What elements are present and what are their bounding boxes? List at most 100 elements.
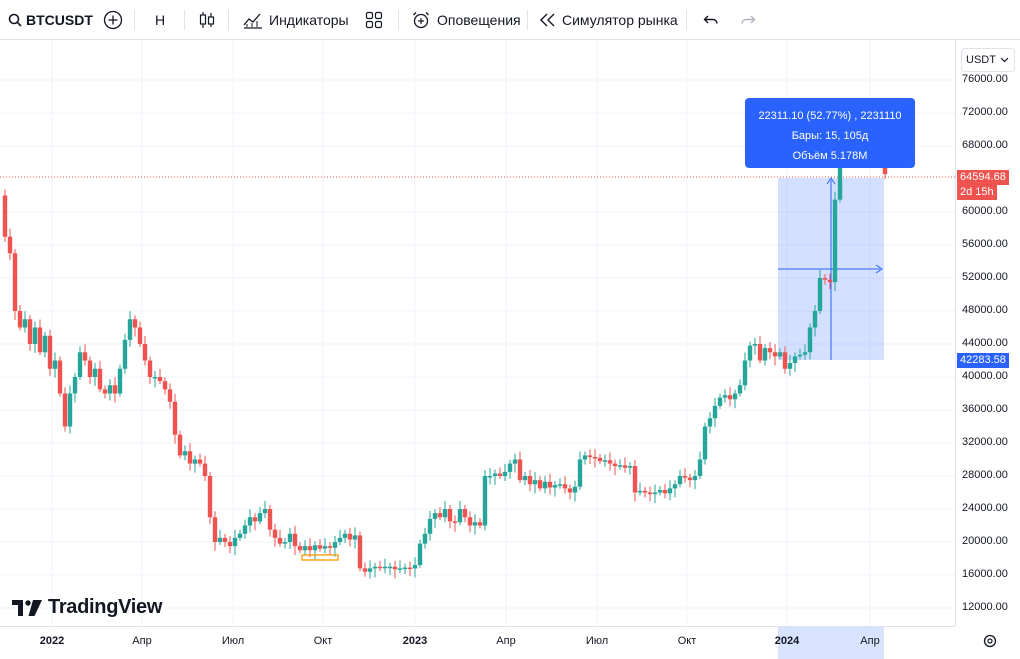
time-tick-label: Июл	[221, 635, 245, 647]
candle-down	[112, 385, 118, 394]
measure-arrow-right	[875, 264, 883, 274]
price-axis[interactable]	[955, 40, 1020, 626]
price-tick-label: 16000.00	[962, 568, 1008, 580]
undo-icon	[703, 15, 718, 24]
candle-up	[712, 405, 718, 419]
candle-up	[657, 490, 663, 493]
settings-button[interactable]	[982, 633, 998, 654]
candle-up	[557, 484, 563, 486]
countdown-badge: 2d 15h	[957, 185, 997, 200]
chart-type-button[interactable]	[198, 0, 216, 40]
symbol-label: BTCUSDT	[26, 12, 93, 28]
candle-up	[837, 146, 843, 200]
candle-up	[577, 459, 583, 487]
symbol-search[interactable]: BTCUSDT	[8, 0, 93, 40]
last-price-badge: 64594.68	[957, 170, 1009, 185]
time-tick-label: 2024	[774, 635, 800, 647]
candle-up	[542, 481, 548, 489]
price-tick-label: 32000.00	[962, 436, 1008, 448]
currency-select[interactable]: USDT	[961, 48, 1015, 72]
candle-down	[87, 360, 93, 377]
undo-button[interactable]	[703, 0, 719, 40]
candle-up	[637, 490, 643, 493]
candle-down	[317, 545, 323, 549]
candle-down	[497, 473, 503, 476]
candle-down	[97, 368, 103, 390]
candle-down	[137, 327, 143, 344]
candle-up	[372, 566, 378, 569]
candle-up	[797, 354, 803, 357]
candle-up	[382, 566, 388, 569]
candle-down	[62, 393, 68, 427]
candle-down	[57, 360, 63, 394]
candle-up	[532, 480, 538, 485]
candle-down	[827, 279, 833, 283]
alerts-button[interactable]: Оповещения	[411, 0, 521, 40]
layouts-button[interactable]	[365, 0, 383, 40]
candle-up	[602, 460, 608, 462]
candle-down	[517, 459, 523, 481]
candle-up	[442, 509, 448, 518]
candle-down	[272, 529, 278, 538]
candle-down	[682, 476, 688, 478]
candle-up	[282, 542, 288, 544]
price-tick-label: 72000.00	[962, 106, 1008, 118]
candle-up	[182, 451, 188, 456]
range-low-badge: 42283.58	[957, 353, 1009, 368]
candle-up	[817, 278, 823, 311]
time-tick-label: Окт	[677, 635, 697, 647]
candle-up	[432, 513, 438, 519]
candle-up	[332, 542, 338, 548]
tradingview-logo[interactable]: TradingView	[12, 596, 162, 619]
price-tick-label: 52000.00	[962, 271, 1008, 283]
time-tick-label: Окт	[313, 635, 333, 647]
toolbar-divider	[398, 10, 399, 30]
candle-down	[177, 434, 183, 456]
candle-up	[192, 459, 198, 464]
candle-down	[197, 459, 203, 464]
candle-down	[647, 492, 653, 495]
candle-down	[662, 490, 668, 494]
candle-down	[7, 236, 13, 254]
candle-up	[152, 377, 158, 379]
candle-up	[122, 339, 128, 369]
candle-up	[512, 459, 518, 464]
replay-button[interactable]: Симулятор рынка	[540, 0, 678, 40]
interval-button[interactable]: Н	[155, 0, 165, 40]
price-tick-label: 44000.00	[962, 337, 1008, 349]
redo-icon	[741, 15, 756, 24]
toolbar-divider	[686, 10, 687, 30]
compare-button[interactable]	[103, 0, 123, 40]
candle-down	[102, 389, 108, 394]
candle-up	[707, 418, 713, 427]
candle-up	[92, 368, 98, 377]
measure-change: 22311.10 (52.77%) , 2231110	[758, 110, 902, 122]
candle-up	[677, 476, 683, 485]
candle-up	[422, 533, 428, 544]
redo-button[interactable]	[740, 0, 756, 40]
time-axis[interactable]	[0, 626, 955, 659]
rewind-icon	[540, 13, 555, 27]
toolbar-divider	[228, 10, 229, 30]
candle-down	[187, 451, 193, 464]
candle-up	[42, 335, 48, 353]
measure-bars: Бары: 15, 105д	[791, 130, 869, 142]
candle-down	[357, 535, 363, 569]
candle-down	[527, 476, 533, 485]
candle-down	[362, 568, 368, 572]
candle-up	[217, 537, 223, 542]
candle-up	[702, 426, 708, 460]
search-icon	[8, 13, 22, 27]
candle-up	[457, 509, 463, 523]
time-tick-label: Апр	[496, 635, 516, 647]
candle-up	[232, 537, 238, 547]
candle-up	[117, 368, 123, 394]
indicators-button[interactable]: Индикаторы	[243, 0, 349, 40]
candle-down	[757, 344, 763, 361]
candle-up	[627, 466, 633, 468]
candle-down	[147, 360, 153, 377]
candle-up	[107, 385, 113, 394]
candle-down	[297, 546, 303, 551]
candle-down	[142, 344, 148, 361]
replay-label: Симулятор рынка	[562, 12, 678, 28]
